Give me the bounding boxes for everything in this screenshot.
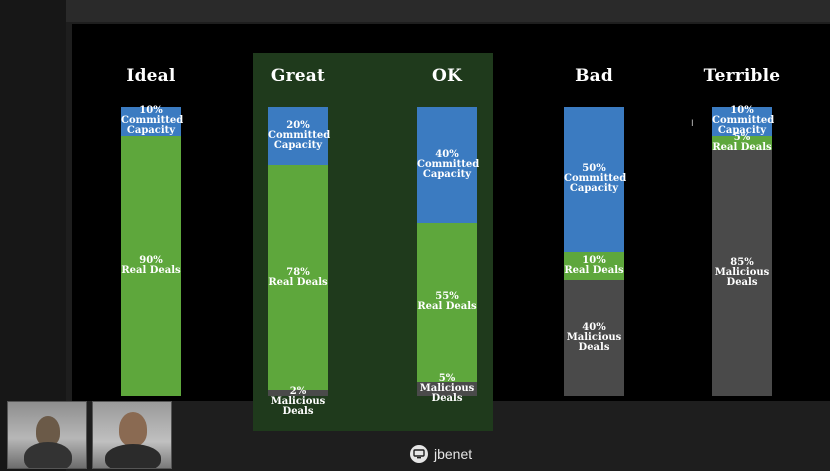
segment-label-line: Real Deals [268,276,328,288]
segment-label-line: Real Deals [121,264,181,276]
segment-label: 40% Malicious Deals [564,323,624,353]
bar-segment [712,150,772,396]
stacked-bar: 10% Committed Capacity 90% Real Deals [121,105,184,396]
segment-label-line: 90% [139,254,163,266]
person-body [24,442,72,468]
segment-label-line: Committed [564,173,627,185]
segment-label-line: Committed [121,115,184,127]
segment-label-line: Committed [417,158,480,170]
segment-label-line: 40% [582,322,606,334]
segment-label-line: 5% [733,132,751,144]
segment-label-line: Malicious [566,332,622,344]
segment-label-line: 10% [582,254,606,266]
segment-label-line: 40% [435,148,459,160]
left-panel [0,0,66,471]
text-cursor-icon: I [691,119,694,129]
segment-label: 50% Committed Capacity [564,163,627,195]
presenter-name: jbenet [434,446,473,462]
bar-segment [268,107,328,165]
column-title: OK [432,66,462,86]
segment-label-line: Malicious [419,382,475,394]
bar-segment [121,135,181,396]
participant-video-1[interactable] [7,401,87,469]
segment-label: 5% Malicious Deals [417,372,477,404]
segment-label-line: Committed [268,129,331,141]
bar-segment [417,381,477,396]
stacked-bar: 40% Committed Capacity 55% Real Deals 5% Malic… [417,107,480,403]
presenter-indicator[interactable]: jbenet [410,442,472,466]
segment-label-line: 5% [438,372,456,384]
segment-label-line: Deals [431,392,463,404]
segment-label-line: Real Deals [564,264,624,276]
segment-label-line: Capacity [126,125,176,137]
segment-label-line: Deals [726,277,758,289]
segment-label-line: Real Deals [712,142,772,154]
segment-label: 78% Real Deals [268,266,328,288]
stacked-bar: 10% Committed Capacity 5% Real Deals 85% Malic… [712,105,775,396]
person-silhouette [119,412,147,446]
bar-segment [564,280,624,396]
segment-label-line: Real Deals [417,301,477,313]
segment-label-line: Deals [578,342,610,354]
column-title: Terrible [703,66,781,86]
segment-label-line: 55% [435,291,459,303]
segment-label: 10% Committed Capacity [121,105,184,137]
bar-segment [417,222,477,382]
segment-label: 20% Committed Capacity [268,119,331,151]
stacked-bar: 20% Committed Capacity 78% Real Deals [268,107,331,396]
column-title: Bad [575,66,613,86]
segment-label: 5% Real Deals [712,133,772,153]
segment-label: 40% Committed Capacity [417,148,480,180]
segment-label: 10% Committed Capacity [712,105,775,137]
column-title: Great [270,66,326,86]
segment-label: 85% Malicious Deals [712,258,772,288]
segment-label: 10% Real Deals [564,254,624,276]
person-silhouette [36,416,60,446]
segment-label-line: Malicious [714,267,770,279]
segment-label: 55% Real Deals [417,292,477,312]
top-bar [66,0,830,22]
segment-label-line: Capacity [273,139,323,151]
segment-label: 2% Malicious Deals [268,387,328,417]
segment-label-line: 78% [286,266,310,278]
bar-segment [121,107,181,136]
segment-label-line: 50% [582,163,606,175]
segment-label-line: 20% [286,119,310,131]
segment-label-line: 10% [730,105,754,117]
segment-label-line: Capacity [717,125,767,137]
segment-label-line: Committed [712,115,775,127]
segment-label-line: 10% [139,105,163,117]
participant-video-2[interactable] [92,401,172,469]
bar-segment [712,107,772,136]
bar-segment [564,251,624,281]
segment-label-line: 85% [730,257,754,269]
segment-label-line: Capacity [569,183,619,195]
bar-segment [268,390,328,396]
segment-label-line: 2% [289,386,307,397]
segment-label-line: Capacity [422,168,472,180]
segment-label-line: Deals [282,406,314,417]
screen-share-icon [410,445,428,463]
stacked-bar: 50% Committed Capacity 10% Real Deals 40% Mali… [564,107,627,396]
segment-label: 90% Real Deals [121,254,181,276]
bar-segment [268,164,328,391]
segment-label-line: Malicious [270,396,326,407]
bar-segment [564,107,624,252]
column-title: Ideal [126,66,176,86]
person-body [105,444,161,468]
bar-segment [417,107,477,223]
bar-segment [712,135,772,151]
